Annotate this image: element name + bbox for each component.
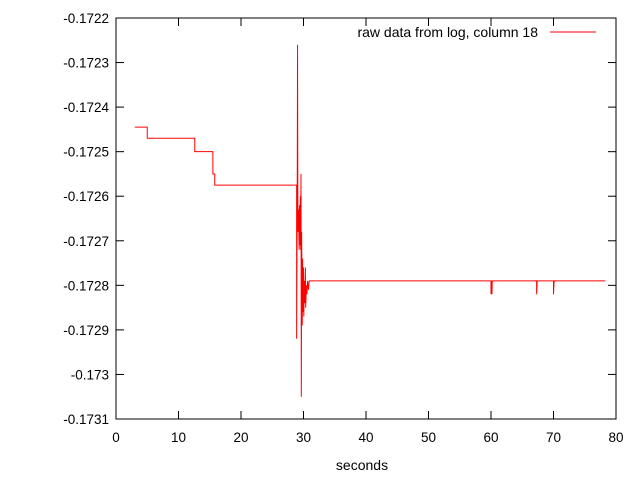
- y-tick-label: -0.1731: [63, 412, 109, 427]
- plot-frame: [115, 17, 617, 420]
- x-axis-label: seconds: [336, 457, 388, 473]
- y-tick-label: -0.1722: [63, 11, 109, 26]
- x-tick-label: 30: [296, 430, 311, 445]
- x-tick-label: 50: [421, 430, 436, 445]
- x-tick-labels: 0 10 20 30 40 50 60 70 80: [112, 430, 623, 445]
- y-tick-label: -0.1729: [63, 323, 109, 338]
- y-tick-label: -0.1723: [63, 56, 109, 71]
- x-tick-label: 60: [483, 430, 498, 445]
- y-tick-label: -0.1724: [63, 100, 109, 115]
- x-tick-label: 20: [233, 430, 248, 445]
- y-tick-labels: -0.1722 -0.1723 -0.1724 -0.1725 -0.1726 -0.17…: [63, 11, 109, 427]
- y-tick-label: -0.173: [71, 367, 109, 382]
- series-line-0: [134, 44, 606, 397]
- x-tick-label: 80: [608, 430, 623, 445]
- x-tick-label: 70: [546, 430, 561, 445]
- y-tick-label: -0.1728: [63, 278, 109, 293]
- series-layer: [134, 44, 606, 397]
- y-tick-label: -0.1726: [63, 189, 109, 204]
- legend: raw data from log, column 18: [357, 24, 596, 40]
- y-tick-label: -0.1725: [63, 145, 109, 160]
- x-tick-label: 0: [112, 430, 120, 445]
- axis-ticks: [115, 17, 617, 420]
- legend-label: raw data from log, column 18: [357, 24, 538, 40]
- y-tick-label: -0.1727: [63, 234, 109, 249]
- x-tick-label: 10: [171, 430, 186, 445]
- x-tick-label: 40: [358, 430, 373, 445]
